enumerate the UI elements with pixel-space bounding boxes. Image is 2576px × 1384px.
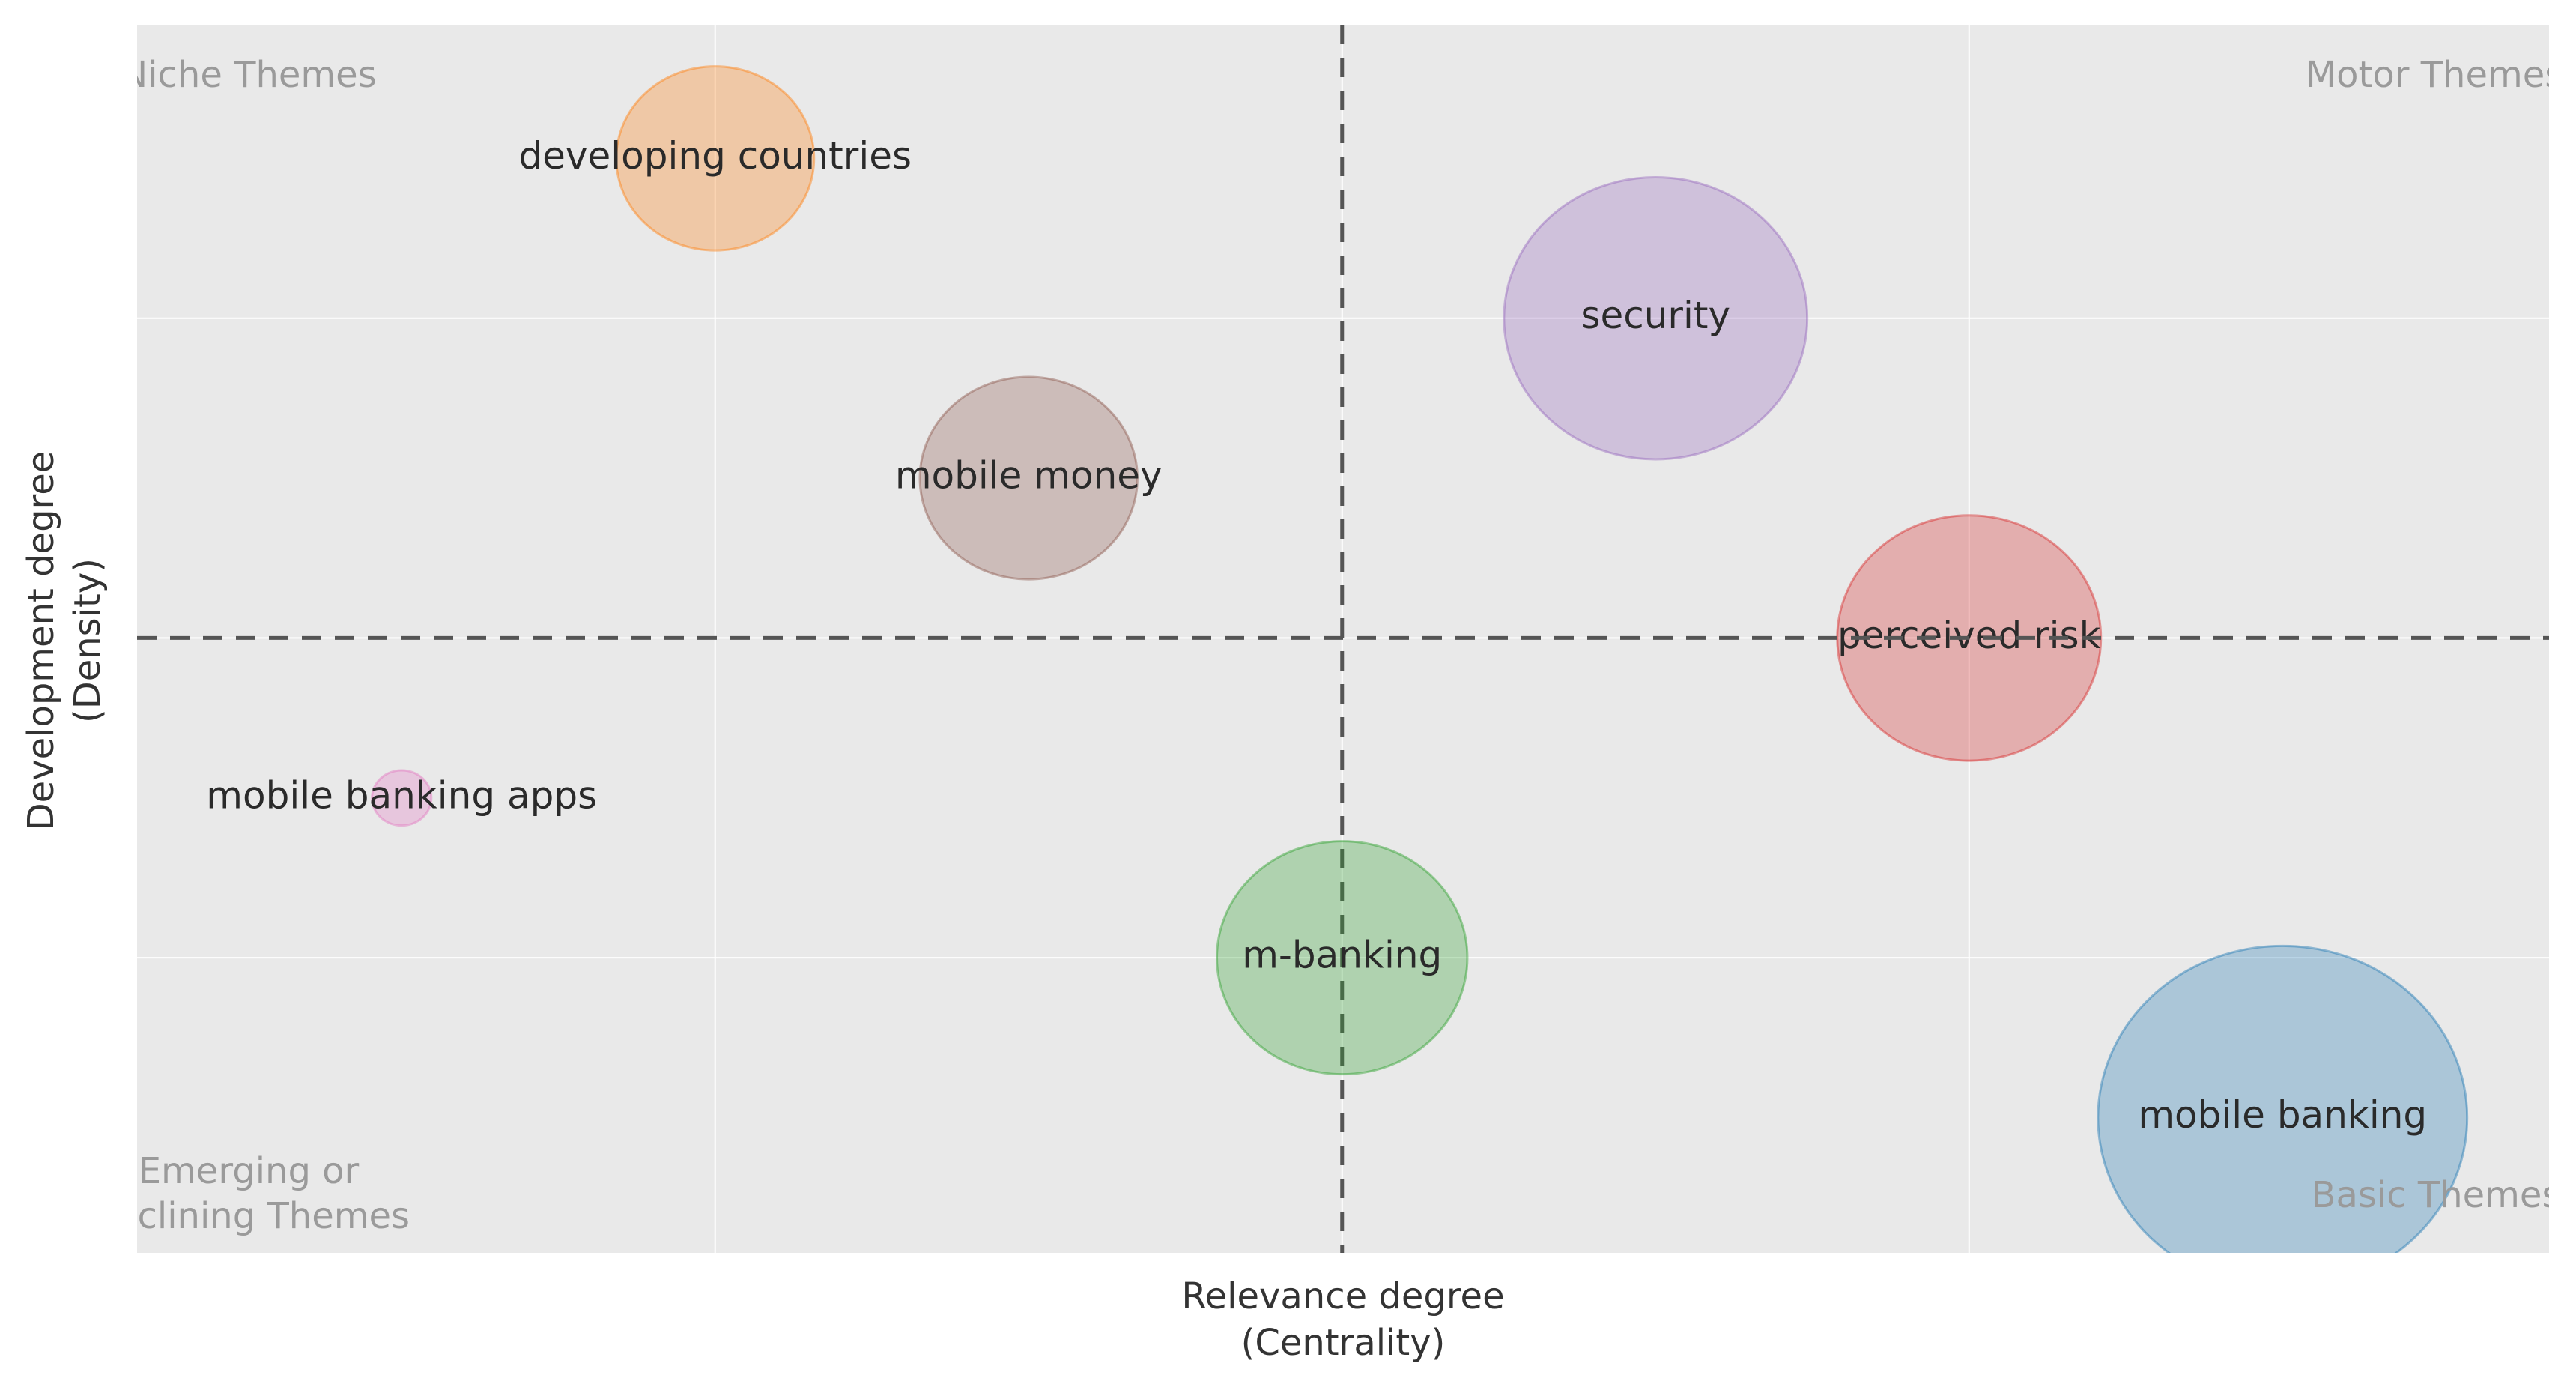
bubble-label: mobile banking apps <box>206 773 597 817</box>
bubble-label: security <box>1581 294 1730 337</box>
x-axis-title: Relevance degree <box>1181 1275 1504 1317</box>
quadrant-label: Basic Themes <box>2312 1174 2561 1216</box>
bubble-label: mobile money <box>895 454 1163 498</box>
quadrant-label: Niche Themes <box>121 54 376 96</box>
y-axis-title: Development degree <box>20 451 62 831</box>
quadrant-label: Declining Themes <box>88 1195 410 1237</box>
bubble <box>371 769 433 827</box>
bubble <box>2097 944 2469 1253</box>
bubble-label: mobile banking <box>2138 1093 2427 1137</box>
y-axis-title: (Density) <box>67 558 109 723</box>
bubble-label: perceived risk <box>1837 614 2101 657</box>
bubble <box>1216 840 1469 1076</box>
bubble-label: m-banking <box>1242 934 1442 977</box>
bubble <box>918 375 1139 581</box>
quadrant-label: Motor Themes <box>2306 54 2564 96</box>
bubble <box>1503 175 1809 461</box>
x-axis-title: (Centrality) <box>1241 1322 1446 1364</box>
quadrant-label: Emerging or <box>139 1150 360 1192</box>
bubble <box>615 65 816 252</box>
bubble-label: developing countries <box>518 134 912 178</box>
